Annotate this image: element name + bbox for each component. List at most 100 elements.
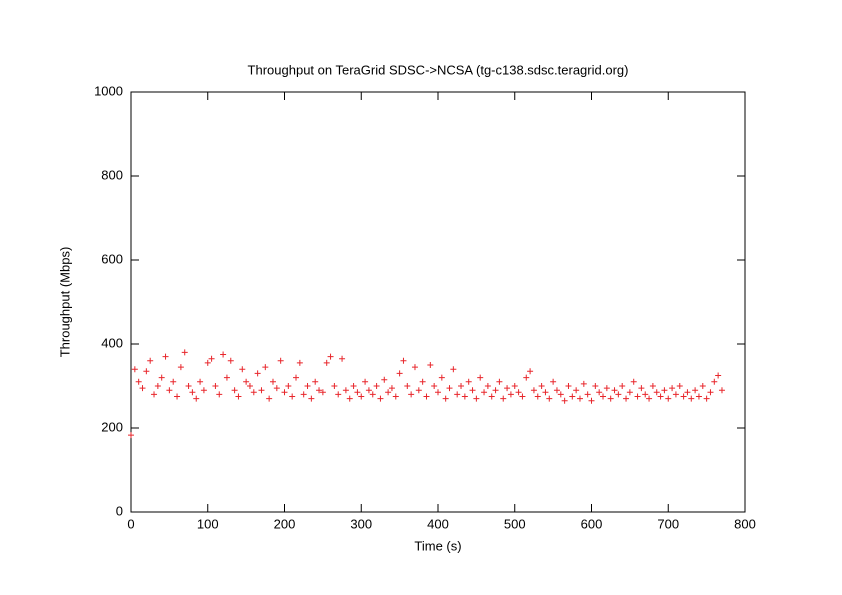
data-point — [335, 391, 342, 398]
data-point — [151, 391, 158, 398]
data-point — [423, 393, 430, 400]
x-tick-label: 600 — [581, 516, 603, 531]
data-point — [223, 374, 230, 381]
data-point — [477, 374, 484, 381]
data-point — [527, 368, 534, 375]
data-point — [312, 378, 319, 385]
plot-frame — [130, 91, 746, 513]
data-point — [277, 357, 284, 364]
data-point — [707, 389, 714, 396]
data-point — [680, 393, 687, 400]
data-point — [362, 378, 369, 385]
x-axis-label: Time (s) — [414, 538, 461, 553]
data-point — [665, 395, 672, 402]
data-point — [392, 393, 399, 400]
data-point — [553, 387, 560, 394]
data-point — [715, 372, 722, 379]
data-point — [350, 383, 357, 389]
data-point — [676, 383, 683, 389]
data-point — [584, 391, 591, 398]
data-point — [289, 393, 296, 400]
data-point — [684, 389, 691, 396]
data-point — [181, 349, 188, 356]
data-point — [373, 383, 380, 389]
data-point — [446, 385, 453, 392]
data-point — [331, 383, 338, 389]
y-axis-label: Throughput (Mbps) — [57, 247, 72, 358]
y-tick-label: 400 — [101, 335, 123, 350]
data-point — [573, 387, 580, 394]
x-tick-label: 100 — [197, 516, 219, 531]
data-point — [377, 395, 384, 402]
data-point — [216, 391, 223, 398]
data-point — [500, 395, 507, 402]
data-point — [185, 383, 192, 389]
data-point — [561, 397, 568, 404]
y-tick-label: 800 — [101, 167, 123, 182]
data-point — [711, 378, 718, 385]
data-point — [431, 383, 438, 389]
data-point — [454, 391, 461, 398]
data-point — [615, 391, 622, 398]
data-point — [695, 393, 702, 400]
data-point — [576, 395, 583, 402]
data-point — [135, 378, 142, 385]
data-point — [177, 364, 184, 371]
data-point — [139, 385, 146, 392]
data-point — [646, 395, 653, 402]
data-point — [623, 395, 630, 402]
data-point — [458, 383, 465, 389]
data-point — [308, 395, 315, 402]
data-point — [354, 389, 361, 396]
data-point — [342, 387, 349, 394]
data-point — [128, 432, 134, 439]
data-point — [404, 383, 411, 389]
data-point — [688, 395, 695, 402]
data-point — [519, 393, 526, 400]
data-point — [507, 391, 514, 398]
data-point — [339, 355, 346, 362]
data-point — [492, 387, 499, 394]
x-tick-label: 500 — [504, 516, 526, 531]
data-point — [484, 383, 491, 389]
data-point — [538, 383, 545, 389]
data-point — [511, 383, 518, 389]
data-point — [550, 378, 557, 385]
x-tick-label: 800 — [734, 516, 756, 531]
data-point — [365, 387, 372, 394]
data-point — [565, 383, 572, 389]
data-point — [346, 395, 353, 402]
data-point — [419, 378, 426, 385]
data-point — [546, 395, 553, 402]
data-point — [411, 364, 418, 371]
data-point — [319, 389, 326, 396]
data-point — [481, 389, 488, 396]
data-point — [243, 378, 250, 385]
data-point — [450, 366, 457, 373]
data-point — [630, 378, 637, 385]
data-point — [435, 389, 441, 396]
data-point — [718, 387, 725, 394]
data-point — [269, 378, 276, 385]
data-point — [258, 387, 265, 394]
data-point — [600, 393, 607, 400]
data-point — [703, 395, 710, 402]
data-point — [669, 385, 676, 392]
data-point — [385, 389, 392, 396]
data-point — [542, 389, 549, 396]
chart-title: Throughput on TeraGrid SDSC->NCSA (tg-c1… — [248, 62, 629, 77]
data-point — [304, 383, 311, 389]
data-point — [158, 374, 165, 381]
data-point — [208, 355, 215, 362]
data-point — [427, 362, 434, 368]
data-point — [661, 387, 668, 394]
data-point — [285, 383, 292, 389]
data-point — [649, 383, 656, 389]
data-point — [638, 385, 645, 392]
data-point — [193, 395, 200, 402]
data-point — [469, 387, 476, 394]
data-point — [293, 374, 300, 381]
data-point — [235, 393, 242, 400]
x-tick-label: 300 — [350, 516, 372, 531]
